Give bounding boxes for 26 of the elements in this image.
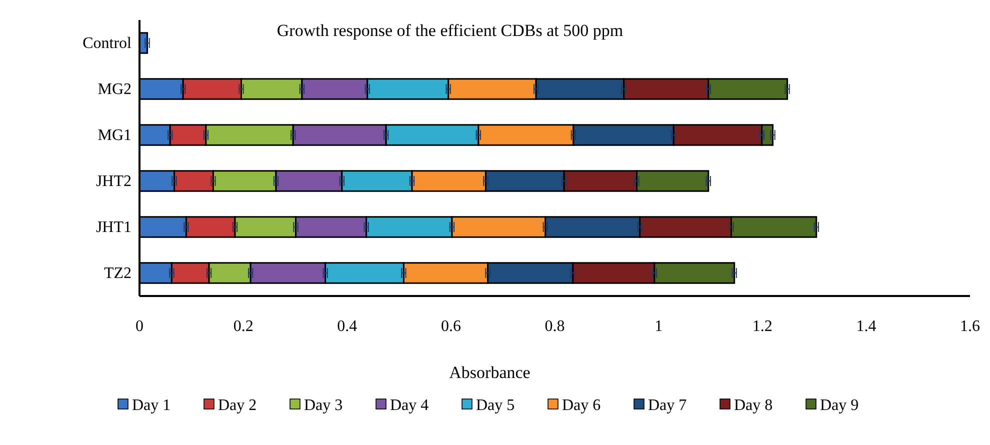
- y-tick-label: JHT1: [96, 219, 132, 236]
- legend-label: Day 1: [132, 397, 171, 414]
- legend-label: Day 8: [734, 397, 773, 414]
- x-tick-label: 1.2: [752, 318, 772, 335]
- x-tick-label: 0.8: [544, 318, 565, 335]
- x-tick-label: 1.4: [856, 318, 876, 335]
- legend-label: Day 3: [304, 397, 343, 414]
- y-tick-label: JHT2: [96, 173, 132, 190]
- y-tick-label: Control: [82, 35, 132, 52]
- x-tick-label: 0: [136, 318, 144, 335]
- x-tick-label: 0.4: [337, 318, 358, 335]
- x-tick-label: 1.6: [960, 318, 980, 335]
- legend-label: Day 5: [476, 397, 515, 414]
- legend-label: Day 2: [218, 397, 257, 414]
- legend-label: Day 9: [820, 397, 859, 414]
- y-tick-label: MG2: [98, 81, 132, 98]
- x-axis-title: Absorbance: [449, 363, 530, 382]
- legend-label: Day 7: [648, 397, 687, 414]
- y-tick-label: TZ2: [104, 265, 132, 282]
- legend-label: Day 6: [562, 397, 601, 414]
- legend-label: Day 4: [390, 397, 429, 414]
- x-tick-label: 1: [654, 318, 663, 335]
- y-tick-label: MG1: [98, 127, 132, 144]
- x-tick-label: 0.2: [233, 318, 254, 335]
- chart-title: Growth response of the efficient CDBs at 500 ppm: [276, 21, 624, 40]
- x-tick-label: 0.6: [440, 318, 461, 335]
